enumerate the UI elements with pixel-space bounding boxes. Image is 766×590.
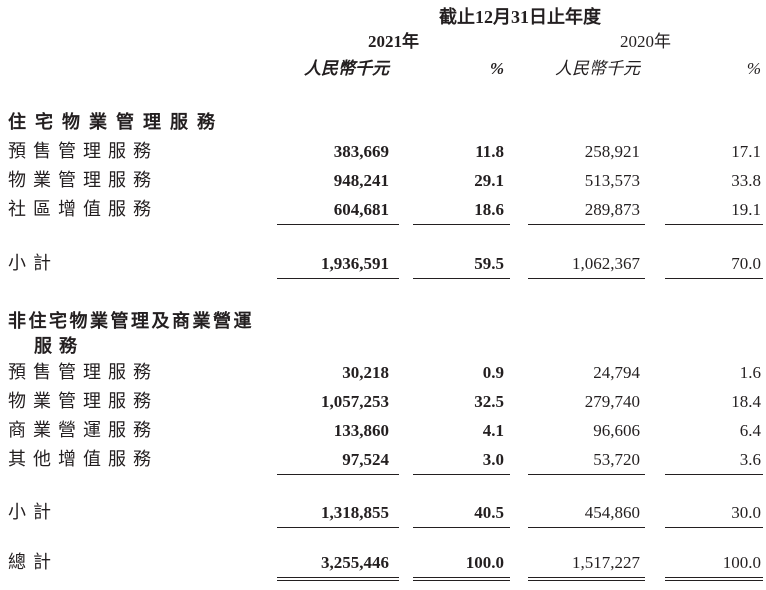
total-value-2021: 3,255,446 — [277, 548, 399, 581]
value-2021: 383,669 — [333, 142, 389, 161]
value-2020: 289,873 — [528, 195, 645, 225]
row-label: 社區增值服務 — [8, 199, 158, 219]
pct-2021: 18.6 — [413, 195, 510, 225]
row-label: 物業管理服務 — [8, 391, 158, 411]
section-header-nonresidential-line2: 服務 — [8, 335, 766, 358]
table-row: 物業管理服務 948,241 29.1 513,573 33.8 — [8, 166, 766, 195]
value-2020: 24,794 — [593, 363, 640, 382]
total-label: 總計 — [8, 552, 58, 572]
value-2021: 948,241 — [333, 171, 389, 190]
pct-2020: 3.6 — [665, 445, 763, 475]
table-row: 商業營運服務 133,860 4.1 96,606 6.4 — [8, 416, 766, 445]
value-2020: 513,573 — [584, 171, 640, 190]
value-2021: 604,681 — [277, 195, 399, 225]
value-2021: 1,057,253 — [321, 392, 389, 411]
subtotal-row-nonresidential: 小計 1,318,855 40.5 454,860 30.0 — [8, 498, 766, 528]
total-row: 總計 3,255,446 100.0 1,517,227 100.0 — [8, 548, 766, 581]
period-header-row: 截止12月31日止年度 — [8, 6, 766, 28]
section-header-label: 住宅物業管理服務 — [8, 112, 224, 132]
value-2020: 53,720 — [528, 445, 645, 475]
subtotal-label: 小計 — [8, 502, 58, 522]
value-2020: 279,740 — [584, 392, 640, 411]
subtotal-value-2020: 454,860 — [528, 498, 645, 528]
spacer — [8, 278, 766, 308]
row-label: 預售管理服務 — [8, 362, 158, 382]
spacer — [8, 527, 766, 548]
pct-2020: 18.4 — [731, 392, 761, 411]
table-row: 預售管理服務 30,218 0.9 24,794 1.6 — [8, 358, 766, 387]
total-pct-2021: 100.0 — [413, 548, 510, 581]
pct-header-2021: % — [489, 59, 504, 78]
pct-2021: 11.8 — [475, 142, 504, 161]
table-row: 其他增值服務 97,524 3.0 53,720 3.6 — [8, 445, 766, 475]
section-header-label: 服務 — [34, 336, 84, 356]
section-header-nonresidential-line1: 非住宅物業管理及商業營運 — [8, 308, 766, 335]
pct-2020: 6.4 — [739, 421, 761, 440]
year-2021-header: 2021年 — [368, 32, 419, 51]
section-header-label: 非住宅物業管理及商業營運 — [8, 311, 254, 331]
subtotal-pct-2021: 40.5 — [413, 498, 510, 528]
row-label: 預售管理服務 — [8, 141, 158, 161]
spacer — [8, 474, 766, 498]
value-2021: 97,524 — [277, 445, 399, 475]
row-label: 其他增值服務 — [8, 449, 158, 469]
subtotal-pct-2021: 59.5 — [413, 249, 510, 279]
subtotal-value-2021: 1,936,591 — [277, 249, 399, 279]
pct-2021: 4.1 — [482, 421, 504, 440]
year-2020-header: 2020年 — [620, 32, 671, 51]
spacer — [8, 82, 766, 108]
unit-header-2020: 人民幣千元 — [555, 59, 640, 78]
subtotal-label: 小計 — [8, 253, 58, 273]
pct-2021: 3.0 — [413, 445, 510, 475]
year-header-row: 2021年 2020年 — [8, 28, 766, 56]
section-header-residential: 住宅物業管理服務 — [8, 108, 766, 137]
total-pct-2020: 100.0 — [665, 548, 763, 581]
subtotal-value-2021: 1,318,855 — [277, 498, 399, 528]
spacer — [8, 224, 766, 249]
period-title: 截止12月31日止年度 — [439, 7, 601, 27]
row-label: 商業營運服務 — [8, 420, 158, 440]
total-value-2020: 1,517,227 — [528, 548, 645, 581]
column-header-row: 人民幣千元 % 人民幣千元 % — [8, 56, 766, 82]
value-2020: 96,606 — [593, 421, 640, 440]
subtotal-pct-2020: 30.0 — [665, 498, 763, 528]
pct-2021: 0.9 — [482, 363, 504, 382]
pct-2020: 1.6 — [739, 363, 761, 382]
value-2021: 133,860 — [333, 421, 389, 440]
pct-2020: 33.8 — [731, 171, 761, 190]
value-2020: 258,921 — [584, 142, 640, 161]
subtotal-row-residential: 小計 1,936,591 59.5 1,062,367 70.0 — [8, 249, 766, 279]
subtotal-pct-2020: 70.0 — [665, 249, 763, 279]
table-row: 預售管理服務 383,669 11.8 258,921 17.1 — [8, 137, 766, 166]
subtotal-value-2020: 1,062,367 — [528, 249, 645, 279]
unit-header-2021: 人民幣千元 — [304, 59, 389, 78]
pct-header-2020: % — [746, 59, 761, 78]
pct-2021: 29.1 — [474, 171, 504, 190]
table-row: 物業管理服務 1,057,253 32.5 279,740 18.4 — [8, 387, 766, 416]
pct-2020: 19.1 — [665, 195, 763, 225]
pct-2021: 32.5 — [474, 392, 504, 411]
pct-2020: 17.1 — [731, 142, 761, 161]
value-2021: 30,218 — [342, 363, 389, 382]
row-label: 物業管理服務 — [8, 170, 158, 190]
table-row: 社區增值服務 604,681 18.6 289,873 19.1 — [8, 195, 766, 225]
